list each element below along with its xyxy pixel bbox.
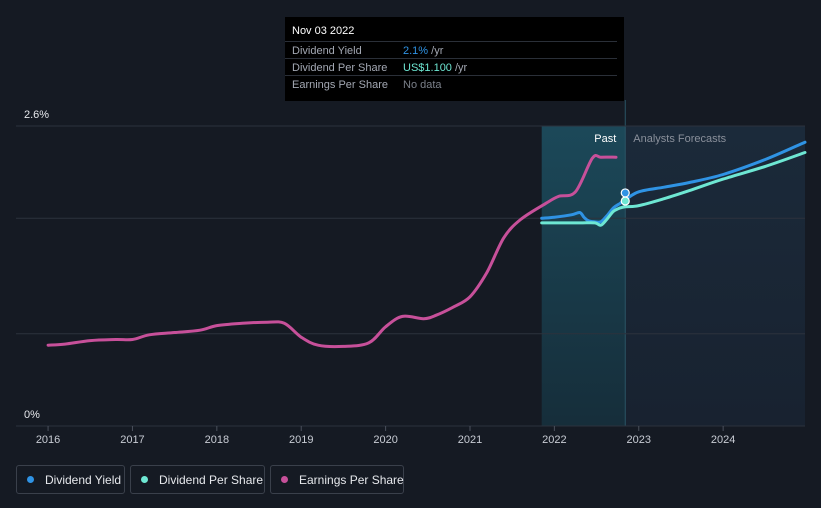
hover-tooltip: Nov 03 2022 Dividend Yield 2.1% /yr Divi… bbox=[285, 17, 624, 101]
x-tick-label: 2020 bbox=[373, 434, 397, 446]
x-tick-label: 2018 bbox=[205, 434, 229, 446]
tooltip-value: US$1.100 bbox=[403, 62, 452, 74]
legend-label: Earnings Per Share bbox=[299, 473, 404, 487]
tooltip-row-dividend-yield: Dividend Yield 2.1% /yr bbox=[285, 41, 617, 59]
tooltip-label: Earnings Per Share bbox=[292, 79, 388, 91]
past-region bbox=[541, 126, 626, 426]
hover-marker-dividend-yield bbox=[620, 188, 630, 198]
y-tick-label: 2.6% bbox=[24, 109, 49, 121]
y-tick-label: 0% bbox=[24, 409, 40, 421]
legend-item-earnings-per-share[interactable]: Earnings Per Share bbox=[270, 465, 404, 494]
forecast-label: Analysts Forecasts bbox=[633, 133, 726, 145]
tooltip-value-wrap: 2.1% /yr bbox=[403, 45, 443, 57]
tooltip-value: No data bbox=[403, 79, 442, 91]
legend-dot-icon bbox=[281, 476, 288, 483]
past-label: Past bbox=[594, 133, 616, 145]
legend-item-dividend-yield[interactable]: Dividend Yield bbox=[16, 465, 125, 494]
series-line-dividend-per-share bbox=[540, 151, 807, 227]
legend-label: Dividend Per Share bbox=[159, 473, 264, 487]
series-line-earnings-per-share bbox=[46, 153, 618, 349]
tooltip-unit: /yr bbox=[455, 62, 468, 74]
tooltip-label: Dividend Yield bbox=[292, 45, 362, 57]
tooltip-date: Nov 03 2022 bbox=[292, 25, 355, 37]
tooltip-row-dividend-per-share: Dividend Per Share US$1.100 /yr bbox=[285, 58, 617, 76]
tooltip-value-wrap: No data bbox=[403, 79, 442, 91]
tooltip-label: Dividend Per Share bbox=[292, 62, 388, 74]
x-tick-label: 2022 bbox=[542, 434, 566, 446]
hover-marker-dividend-per-share bbox=[620, 196, 630, 206]
legend-dot-icon bbox=[141, 476, 148, 483]
tooltip-row-earnings-per-share: Earnings Per Share No data bbox=[285, 75, 617, 93]
tooltip-value-wrap: US$1.100 /yr bbox=[403, 62, 467, 74]
tooltip-unit: /yr bbox=[431, 45, 444, 57]
x-tick-label: 2021 bbox=[458, 434, 482, 446]
x-tick-label: 2024 bbox=[711, 434, 735, 446]
tooltip-value: 2.1% bbox=[403, 45, 429, 57]
series-line-dividend-yield bbox=[540, 140, 807, 224]
legend-label: Dividend Yield bbox=[45, 473, 122, 487]
x-tick-label: 2016 bbox=[36, 434, 60, 446]
x-tick-label: 2019 bbox=[289, 434, 313, 446]
legend-dot-icon bbox=[27, 476, 34, 483]
x-tick-label: 2017 bbox=[120, 434, 144, 446]
forecast-region bbox=[625, 126, 805, 426]
legend-item-dividend-per-share[interactable]: Dividend Per Share bbox=[130, 465, 265, 494]
x-tick-label: 2023 bbox=[627, 434, 651, 446]
